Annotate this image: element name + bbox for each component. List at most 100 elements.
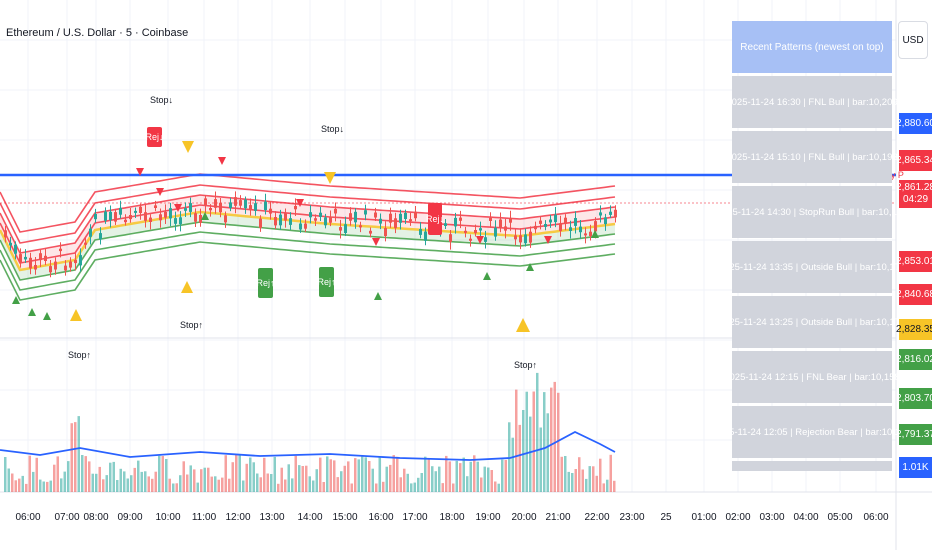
volume-bar <box>42 481 45 492</box>
volume-bar <box>473 455 476 492</box>
candle <box>454 217 457 227</box>
candle <box>559 223 562 231</box>
stop-down-label: Stop↓ <box>321 124 344 134</box>
time-axis-label: 18:00 <box>439 512 465 523</box>
volume-bar <box>333 460 336 492</box>
candle <box>584 233 587 236</box>
bear-triangle-marker <box>156 188 164 196</box>
candle <box>104 211 107 221</box>
candle <box>589 231 592 237</box>
candle <box>289 218 292 225</box>
candle <box>184 208 187 211</box>
volume-bar <box>389 464 392 492</box>
bear-triangle-marker <box>182 141 194 153</box>
volume-bar <box>546 413 549 492</box>
volume-bar <box>592 466 595 492</box>
candle <box>494 227 497 237</box>
bull-triangle-marker <box>591 230 599 238</box>
resistance-line <box>0 173 616 233</box>
volume-bar <box>578 457 581 492</box>
volume-bar <box>613 480 616 492</box>
volume-bar <box>466 476 469 492</box>
candle <box>504 226 507 231</box>
volume-bar <box>81 455 84 492</box>
candle <box>334 208 337 214</box>
volume-bar <box>560 456 563 492</box>
bull-triangle-marker <box>43 312 51 320</box>
volume-bar <box>11 473 14 492</box>
volume-bar <box>315 469 318 492</box>
volume-bar <box>532 391 535 492</box>
candle <box>179 217 182 225</box>
time-axis-label: 21:00 <box>545 512 571 523</box>
time-axis-label: 05:00 <box>827 512 853 523</box>
volume-bar <box>487 467 490 492</box>
bull-triangle-marker <box>516 318 530 332</box>
price-tag-value: 2,880.60 <box>896 118 932 129</box>
candle <box>294 206 297 210</box>
volume-bar <box>385 466 388 492</box>
volume-bar <box>49 480 52 492</box>
bull-triangle-marker <box>12 296 20 304</box>
time-axis-label: 23:00 <box>619 512 645 523</box>
volume-bar <box>476 461 479 492</box>
candle <box>404 212 407 219</box>
candle <box>234 197 237 206</box>
volume-bar <box>291 478 294 492</box>
volume-ma-line <box>0 430 616 461</box>
volume-bar <box>133 467 136 492</box>
candle <box>349 213 352 221</box>
volume-bar <box>98 466 101 492</box>
volume-bar <box>238 454 241 492</box>
currency-button[interactable]: USD <box>898 21 928 59</box>
candle <box>339 227 342 231</box>
bear-triangle-marker <box>544 236 552 244</box>
volume-bar <box>277 483 280 492</box>
time-axis-label: 01:00 <box>691 512 717 523</box>
volume-bar <box>550 387 553 492</box>
candle <box>389 213 392 223</box>
candle <box>24 256 27 260</box>
candle <box>254 203 257 211</box>
candle <box>244 199 247 209</box>
candle <box>479 228 482 231</box>
candle <box>44 255 47 261</box>
volume-bar <box>448 461 451 492</box>
candle <box>424 231 427 241</box>
candle <box>519 235 522 243</box>
candle <box>124 219 127 223</box>
volume-bar <box>245 463 248 492</box>
volume-bar <box>434 471 437 492</box>
volume-bar <box>585 478 588 492</box>
time-axis-label: 11:00 <box>191 512 217 523</box>
candle <box>544 224 547 227</box>
volume-bar <box>308 476 311 492</box>
support-fill <box>0 212 615 280</box>
volume-bar <box>175 483 178 492</box>
volume-bar <box>126 478 129 492</box>
candle <box>159 214 162 221</box>
time-axis-label: 08:00 <box>83 512 109 523</box>
time-axis-label: 04:00 <box>793 512 819 523</box>
volume-bar <box>179 475 182 492</box>
candle <box>164 211 167 218</box>
candle <box>79 255 82 266</box>
volume-bar <box>403 468 406 492</box>
pattern-row: 2025-11-24 12:05 | Rejection Bear | bar:… <box>713 406 911 458</box>
price-tag-value: 2,791.37 <box>896 429 932 440</box>
time-axis-label: 07:00 <box>54 512 80 523</box>
time-axis-label: 17:00 <box>402 512 428 523</box>
pattern-row: 2025-11-24 13:35 | Outside Bull | bar:10… <box>719 241 905 293</box>
pattern-markers: Rej↓ Rej↓ Rej↑ Rej↑ Stop↓ Stop↓ Stop↑ Stop↑ Stop… <box>12 95 599 370</box>
volume-bar <box>343 465 346 492</box>
volume-bar <box>368 461 371 492</box>
symbol-title[interactable]: Ethereum / U.S. Dollar · 5 · Coinbase <box>6 27 189 39</box>
recent-patterns-table: Recent Patterns (newest on top) 2025-11-… <box>713 21 911 471</box>
volume-bar <box>501 459 504 492</box>
time-axis-label: 03:00 <box>759 512 785 523</box>
volume-bar <box>46 481 49 492</box>
candle <box>259 218 262 228</box>
volume-bar <box>235 454 238 492</box>
volume-bar <box>123 471 126 492</box>
volume-bar <box>515 389 518 492</box>
